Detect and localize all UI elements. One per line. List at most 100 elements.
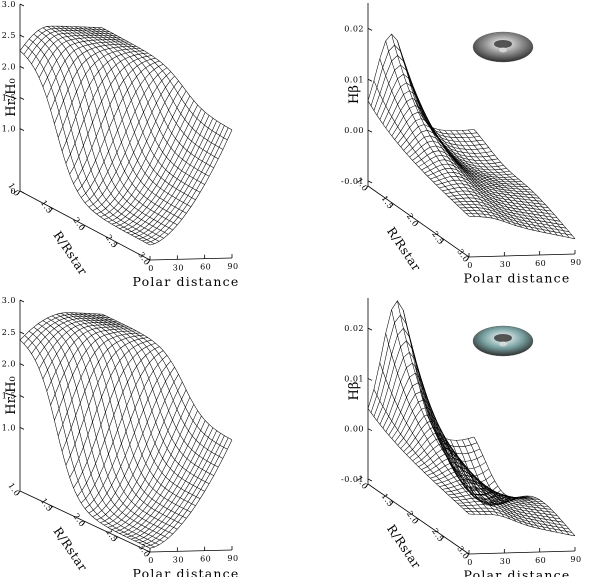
mesh-line-polar [461,130,564,237]
z-tick-mark [19,426,25,430]
polar-tick-label: 30 [173,555,184,564]
z-tick-mark [19,34,25,38]
polar-tick-label: 30 [500,260,511,269]
mesh-line-radial [367,300,475,441]
mesh-line-polar [74,26,205,185]
mesh-line-radial [38,37,122,78]
polar-tick-label: 0 [148,264,154,273]
mesh-line-polar [33,33,164,239]
z-tick-label: -0.01 [341,177,364,186]
mesh-line-radial [77,60,160,192]
polar-tick-label: 90 [227,262,238,271]
mesh-line-radial [104,389,187,526]
mesh-line-radial [382,82,489,150]
r-tick-label: 2.0 [405,212,420,229]
polar-axis-line [149,257,233,261]
z-tick-label: 2.0 [2,62,16,71]
r-tick-mark [81,225,86,230]
r-tick-mark [440,239,445,244]
r-tick-mark [465,256,470,262]
mesh-line-polar [385,333,487,515]
mesh-line-polar [65,26,196,200]
mesh-line-polar [379,58,481,217]
r-axis-label: R/Rstar [384,522,424,571]
mesh-line-polar [38,30,169,235]
polar-tick-label: 90 [227,554,238,563]
r-tick-mark [415,518,419,524]
r-tick-mark [389,501,394,506]
z-tick-label: 2.5 [2,328,16,337]
r-tick-mark [49,506,53,511]
r-tick-label: 1.5 [380,492,395,509]
z-tick-mark [19,363,25,367]
mesh-line-radial [373,55,480,138]
polar-tick-label: 60 [535,259,546,268]
r-tick-label: 2.0 [405,509,420,526]
mesh-line-polar [19,339,151,549]
mesh-line-radial [379,73,486,146]
polar-axis-line [468,550,576,555]
z-tick-label: 3.0 [2,0,16,9]
mesh-line-polar [88,26,219,160]
z-tick-mark [367,327,373,331]
mesh-line-polar [450,130,552,235]
z-tick-label: 1.0 [2,125,16,134]
mesh-line-radial [123,420,206,536]
torus-inset-icon [472,325,534,357]
mesh-line-radial [50,43,133,111]
r-axis-label: R/Rstar [50,525,90,574]
panel-bottom-left: 1.01.52.02.53.01.01.52.02.53.00 30 60 90Hr/… [2,296,240,577]
r-tick-label: 1.0 [354,176,369,193]
x-axis-label: Polar distance [133,566,240,577]
mesh-line-polar [51,315,183,525]
mesh-line-polar [432,427,534,528]
r-tick-label: 2.0 [71,216,86,233]
mesh-line-polar [391,309,493,515]
z-tick-label: 1.0 [2,423,16,432]
mesh-line-radial [127,115,210,233]
r-tick-mark [16,190,21,196]
panel-bottom-right: -0.010.000.010.021.01.52.02.53.00 30 60 90H… [341,298,581,577]
r-tick-mark [114,536,118,541]
mesh-line-polar [373,389,476,515]
surface-mesh [19,25,233,246]
polar-tick-label: 90 [570,258,581,267]
mesh-line-polar [47,317,178,530]
panel-top-right: -0.010.000.010.021.01.52.02.53.00 30 60 90H… [341,3,581,286]
mesh-line-polar [69,26,201,193]
polar-tick-label: 0 [467,261,473,270]
mesh-line-polar [391,33,493,219]
mesh-line-radial [385,90,492,154]
polar-tick-label: 60 [535,556,546,565]
mesh-line-polar [444,130,546,233]
mesh-line-polar [92,313,224,459]
mesh-line-polar [426,123,529,230]
z-tick-mark [19,331,25,335]
z-axis-label: Hβ [347,85,362,104]
mesh-line-polar [473,436,576,537]
mesh-line-polar [101,313,233,441]
z-tick-label: 0.02 [344,324,364,333]
r-tick-mark [146,551,151,557]
mesh-line-polar [438,129,540,232]
mesh-line-polar [438,434,540,529]
polar-tick-label: 30 [173,263,184,272]
mesh-line-radial [412,145,519,180]
z-tick-label: 2.5 [2,31,16,40]
mesh-line-polar [33,326,164,543]
mesh-line-polar [88,313,219,468]
mesh-line-polar [56,25,187,214]
panel-top-left: 01.01.52.02.53.01.01.52.02.53.00 30 60 90Hr… [2,0,239,289]
mesh-line-polar [19,50,151,246]
mesh-line-polar [467,438,570,535]
z-tick-label: 2.0 [2,360,16,369]
z-tick-mark [367,378,373,381]
mesh-line-radial [57,332,141,437]
z-tick-label: 0.01 [344,374,364,383]
mesh-line-radial [65,337,148,466]
mesh-line-polar [414,100,517,226]
z-tick-label: 3.0 [2,296,16,305]
torus-inset-icon [472,31,534,63]
mesh-line-polar [444,438,546,531]
mesh-line-polar [60,312,192,513]
